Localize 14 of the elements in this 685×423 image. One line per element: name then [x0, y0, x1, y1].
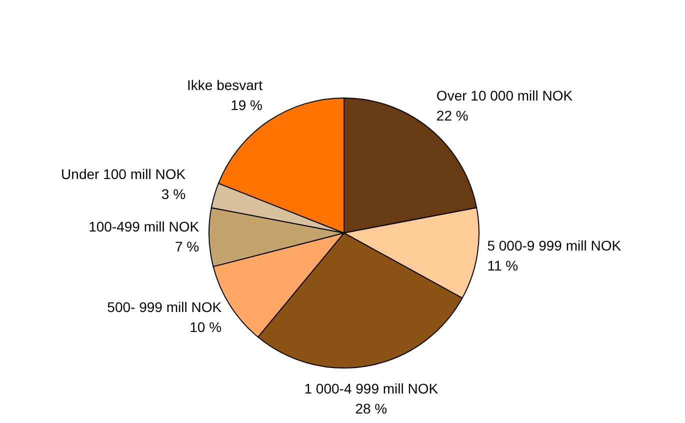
slice-label: 1 000-4 999 mill NOK — [304, 380, 439, 397]
slice-label: Under 100 mill NOK — [61, 166, 186, 182]
data-label: 19 % — [230, 96, 262, 113]
data-label: 11 % — [487, 257, 518, 274]
slice-label: 500- 999 mill NOK — [107, 298, 222, 315]
slice-label: 5 000-9 999 mill NOK — [487, 237, 622, 254]
data-label: 22 % — [436, 107, 468, 124]
data-label: 10 % — [190, 318, 222, 335]
slice-label: Over 10 000 mill NOK — [436, 87, 574, 104]
slice-label: Ikke besvart — [187, 76, 263, 93]
slice-label: 100-499 mill NOK — [88, 218, 200, 235]
data-label: 28 % — [355, 400, 388, 417]
data-label: 7 % — [174, 238, 200, 255]
data-label: 3 % — [161, 186, 186, 202]
